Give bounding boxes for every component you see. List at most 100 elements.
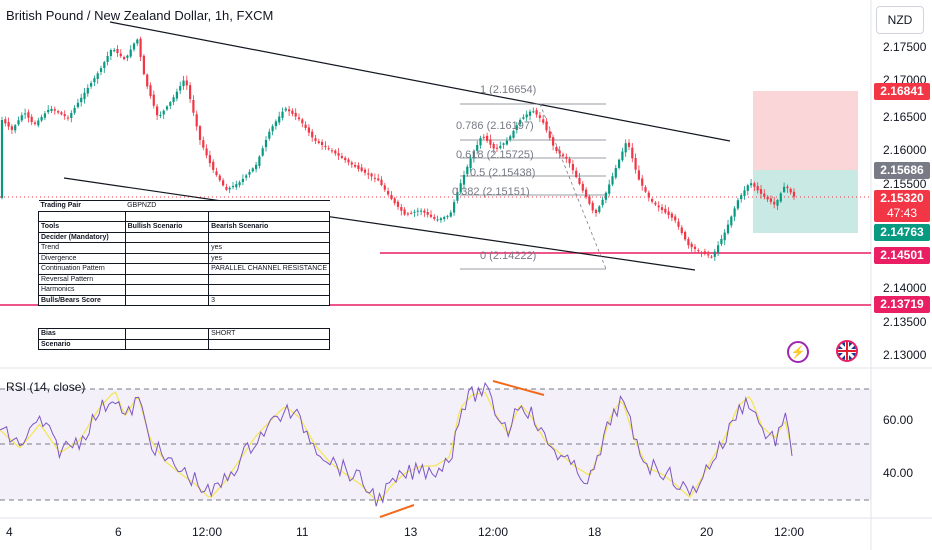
candle-body [284,108,287,111]
candle-body [14,125,17,131]
candle-body [723,232,726,241]
candle-body [429,214,433,217]
candle-body [621,151,624,161]
candle-body [472,151,475,159]
candle-body [703,251,706,255]
time-label: 20 [700,525,714,539]
candle-body [83,92,86,100]
candle-body [495,147,499,149]
candle-body [439,218,442,221]
candle-body [337,153,340,156]
candle-body [641,178,644,186]
table-cell: SHORT [208,328,330,340]
table-header: Bullish Scenario [124,221,210,233]
candle-body [317,141,320,143]
candle-body [783,186,786,192]
candle-body [152,94,155,106]
table-cell: Trend [38,242,126,254]
candle-body [370,173,373,177]
uk-flag-icon[interactable] [836,340,858,362]
candle-body [288,109,291,112]
candle-body [453,202,456,213]
price-label: 2.13500 [883,315,927,329]
candle-body [591,202,594,211]
table-cell: 3 [208,294,330,306]
candle-body [307,127,310,133]
candle-body [449,212,452,217]
candle-body [311,131,314,138]
candle-body [657,205,660,208]
table-cell [38,305,126,329]
candle-body [535,110,538,115]
candle-body [502,143,505,145]
candle-body [426,212,429,215]
table-cell [124,338,210,350]
candle-body [759,189,763,194]
fib-label: 1 (2.16654) [480,84,537,96]
candle-body [766,197,769,200]
candle-body [60,112,63,115]
candle-body [545,121,548,131]
low-support-price-tag: 2.13719 [874,296,930,313]
candle-body [631,147,634,159]
candle-body [693,246,697,250]
candle-body [304,124,307,128]
table-cell [124,294,210,306]
time-label: 6 [115,525,122,539]
candle-body [76,102,79,108]
candle-body [99,68,103,72]
candle-body [618,159,621,168]
candle-body [27,112,30,118]
candle-body [218,175,221,181]
table-cell: Trading Pair [38,200,126,212]
candle-body [608,184,611,194]
candle-body [667,211,670,216]
candle-body [185,80,188,86]
candle-body [245,175,248,178]
time-label: 13 [404,525,418,539]
price-label: 2.13000 [883,348,927,362]
candle-body [505,140,508,145]
divergence-line-bottom [379,504,415,518]
table-cell: Decider (Mandatory) [38,231,126,243]
candle-body [281,111,284,118]
candle-body [700,252,703,254]
candle-body [459,183,462,193]
stop-price-tag: 2.15686 [874,162,930,179]
price-label: 2.15500 [883,177,927,191]
candle-body [710,256,713,258]
table-cell [124,284,210,296]
symbol-title[interactable]: British Pound / New Zealand Dollar, 1h, … [6,8,274,23]
candle-body [7,122,10,127]
table-header: Tools [38,221,126,233]
candle-body [324,145,327,148]
currency-button[interactable]: NZD [876,6,924,34]
lightning-bolt-icon[interactable]: ⚡ [787,341,809,363]
candle-body [707,254,710,256]
rsi-title[interactable]: RSI (14, close) [6,380,86,394]
candle-body [680,227,683,234]
candle-body [390,194,393,200]
candle-body [146,74,149,87]
candle-body [330,150,334,152]
candle-body [321,141,324,146]
candle-body [327,148,330,150]
candle-body [251,168,254,172]
fib-label: 0.382 (2.15151) [452,186,530,198]
candle-body [779,193,782,202]
candle-body [109,50,112,56]
candle-body [651,199,654,202]
candle-body [212,161,215,170]
candle-body [20,115,23,121]
candle-body [136,39,139,44]
candle-body [740,195,743,200]
candle-body [634,157,637,170]
candle-body [571,164,574,171]
candle-body [769,198,772,202]
candle-body [225,186,228,190]
table-cell [208,231,330,243]
fib-label: 0.618 (2.15725) [456,149,534,161]
candle-body [350,162,353,165]
candle-body [486,135,489,141]
